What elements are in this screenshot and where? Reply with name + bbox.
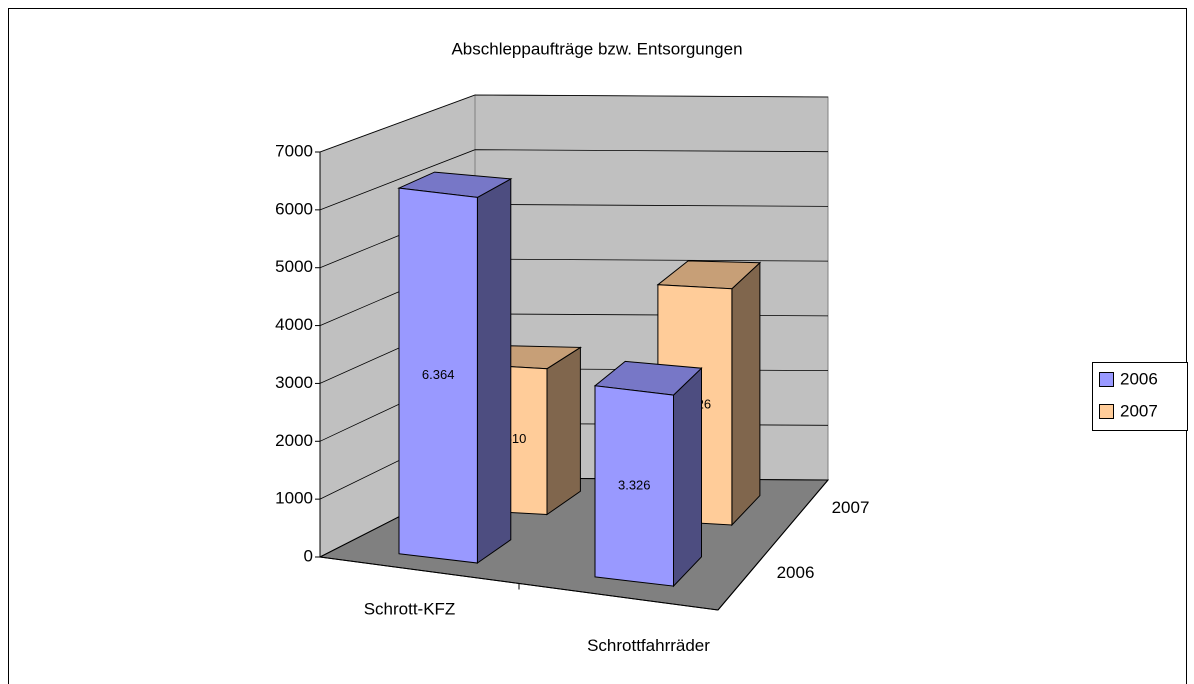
x-tick-label: Schrott-KFZ (364, 600, 456, 619)
legend-label: 2007 (1120, 401, 1158, 420)
y-tick-label: 7000 (275, 141, 313, 160)
y-tick-label: 5000 (275, 257, 313, 276)
bar-front (398, 187, 478, 564)
grid-line (319, 149, 829, 211)
bar-side (546, 346, 581, 516)
y-tick-label: 1000 (275, 489, 313, 508)
x-tick-label: Schrottfahrräder (587, 636, 710, 655)
data-label: 6.364 (422, 367, 455, 382)
y-tick-label: 6000 (275, 199, 313, 218)
chart-title: Abschleppaufträge bzw. Entsorgungen (451, 39, 742, 58)
bar-side (673, 367, 702, 588)
data-label: 3.326 (618, 477, 651, 492)
legend-label: 2006 (1120, 369, 1158, 388)
bar (593, 360, 703, 588)
bar (397, 171, 513, 564)
z-tick-label: 2006 (777, 563, 815, 582)
y-tick-label: 4000 (275, 315, 313, 334)
legend-swatch (1099, 372, 1114, 387)
bar-side (731, 261, 761, 527)
y-tick-label: 2000 (275, 431, 313, 450)
y-tick-label: 3000 (275, 373, 313, 392)
grid-line (319, 94, 829, 153)
bar-side (476, 178, 512, 564)
y-tick-label: 0 (304, 546, 313, 565)
legend-swatch (1099, 404, 1114, 419)
z-axis (717, 479, 829, 611)
bar-front (594, 385, 674, 587)
z-tick-label: 2007 (832, 498, 870, 517)
